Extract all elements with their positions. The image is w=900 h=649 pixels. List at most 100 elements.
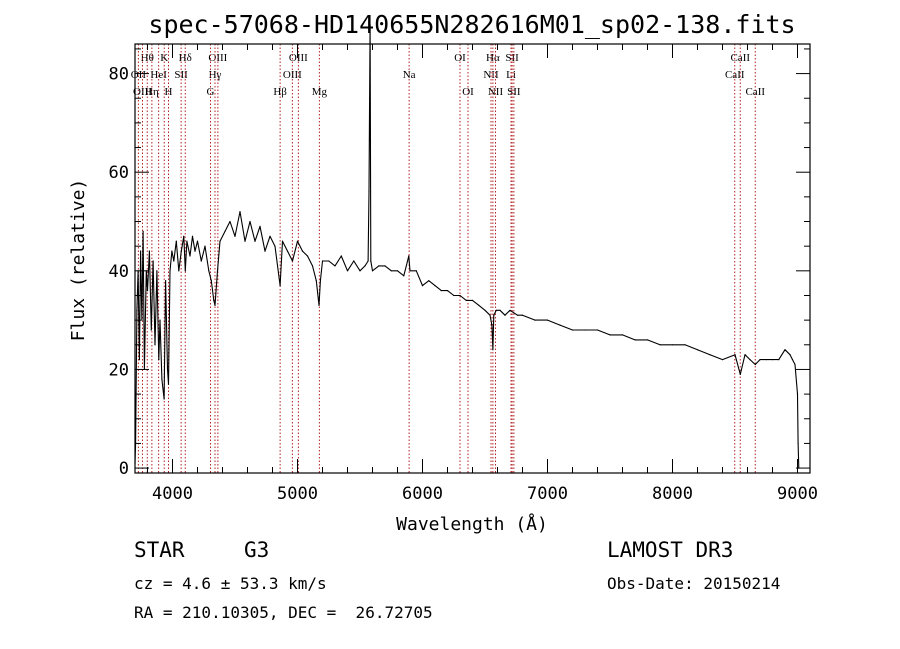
spectrum-point: [353, 260, 355, 262]
line-marker-label: Hθ: [141, 52, 154, 64]
spectrum-point: [219, 240, 221, 242]
object-class: STAR: [134, 538, 185, 562]
spectrum-point: [371, 270, 374, 272]
spectrum-point: [684, 344, 686, 346]
x-tick-label: 8000: [652, 484, 693, 504]
x-tick-label: 4000: [152, 484, 193, 504]
spectrum-point: [173, 260, 175, 262]
spectrum-point: [759, 359, 761, 361]
spectrum-point: [189, 255, 191, 257]
spectrum-point: [186, 240, 188, 242]
spectrum-point: [765, 359, 767, 361]
spectrum-point: [609, 334, 611, 336]
spectrum-point: [141, 319, 143, 321]
spectrum-point: [140, 250, 142, 252]
spectrum-point: [571, 329, 574, 331]
spectrum-point: [191, 235, 194, 237]
spectrum-point: [165, 280, 167, 282]
spectrum-point: [208, 270, 210, 272]
line-marker-label: NII: [483, 69, 499, 81]
spectrum-point: [794, 363, 796, 366]
spectrum-point: [721, 359, 724, 361]
spectrum-point: [196, 240, 199, 242]
line-marker-label: Hα: [486, 52, 500, 64]
spectrum-series: [134, 23, 800, 469]
spectrum-point: [178, 270, 180, 272]
spectrum-point: [499, 309, 501, 311]
spectrum-point: [346, 270, 349, 272]
spectrum-point: [259, 225, 261, 227]
spectrum-point: [254, 240, 256, 242]
spectrum-point: [471, 299, 474, 301]
spectrum-point: [546, 319, 549, 321]
y-tick-label: 80: [109, 65, 129, 85]
spectrum-point: [321, 260, 324, 262]
line-marker-label: OIII: [289, 52, 308, 64]
plot-frame: [134, 43, 811, 474]
spectrum-point: [370, 260, 372, 262]
spectrum-point: [465, 299, 467, 301]
line-marker-label: CaII: [745, 86, 765, 98]
spectrum-point: [440, 290, 442, 292]
spectrum-point: [453, 294, 455, 297]
spectrum-point: [291, 260, 294, 262]
x-tick-label: 6000: [402, 484, 443, 504]
spectrum-point: [156, 270, 158, 272]
spectrum-point: [621, 334, 624, 336]
spectrum-point: [213, 299, 215, 301]
spectrum-point: [334, 265, 336, 267]
object-subclass: G3: [244, 538, 270, 562]
spectrum-point: [428, 280, 430, 282]
spectrum-point: [491, 324, 493, 326]
spectrum-point: [214, 304, 216, 306]
spectrum-point: [184, 270, 186, 272]
spectrum-point: [484, 309, 486, 311]
spectrum-point: [359, 270, 361, 272]
spectrum-point: [311, 265, 314, 267]
spectrum-point: [159, 319, 161, 321]
spectrum-point: [204, 245, 206, 247]
spectrum-point: [596, 329, 599, 331]
y-tick-label: 20: [109, 360, 129, 380]
line-marker-label: HeI: [150, 69, 167, 81]
spectrum-point: [216, 270, 219, 272]
line-marker-label: Hγ: [209, 69, 222, 81]
spectrum-point: [390, 270, 392, 272]
line-marker-label: Hη: [145, 86, 159, 98]
line-marker-label: SII: [174, 69, 188, 81]
spectrum-point: [239, 211, 241, 213]
spectrum-point: [340, 255, 342, 257]
spectrum-point: [364, 265, 366, 267]
spectrum-point: [167, 383, 170, 385]
spectrum-point: [180, 250, 182, 252]
spectrum-point: [171, 250, 173, 252]
spectrum-point: [281, 240, 284, 242]
spectrum-point: [415, 270, 417, 272]
spectrum-point: [319, 280, 321, 282]
spectrum-point: [194, 250, 196, 252]
spectrum-point: [797, 442, 799, 444]
spectrum-point: [709, 354, 711, 356]
spectrum-point: [286, 250, 289, 252]
spectrum-point: [489, 314, 491, 316]
line-marker-label: SII: [505, 52, 519, 64]
line-marker-label: OII: [131, 69, 147, 81]
spectrum-point: [478, 304, 480, 306]
spectrum-point: [492, 349, 494, 351]
spectrum-point: [200, 260, 202, 262]
spectrum-point: [739, 373, 741, 375]
sky-coordinates: RA = 210.10305, DEC = 26.72705: [134, 603, 433, 622]
line-marker-label: OIII: [133, 86, 152, 98]
plot-axes: 4000 5000 6000 7000 8000 9000 0 20 40 60 80: [109, 43, 818, 504]
spectrum-point: [306, 255, 309, 257]
spectrum-point: [154, 344, 156, 346]
line-marker-label: H: [165, 86, 173, 98]
spectrum-point: [269, 235, 271, 237]
spectrum-point: [459, 294, 461, 297]
spectrum-point: [150, 329, 152, 331]
spectrum-point: [315, 280, 317, 282]
y-tick-label: 0: [119, 459, 129, 479]
spectrum-point: [421, 285, 424, 287]
